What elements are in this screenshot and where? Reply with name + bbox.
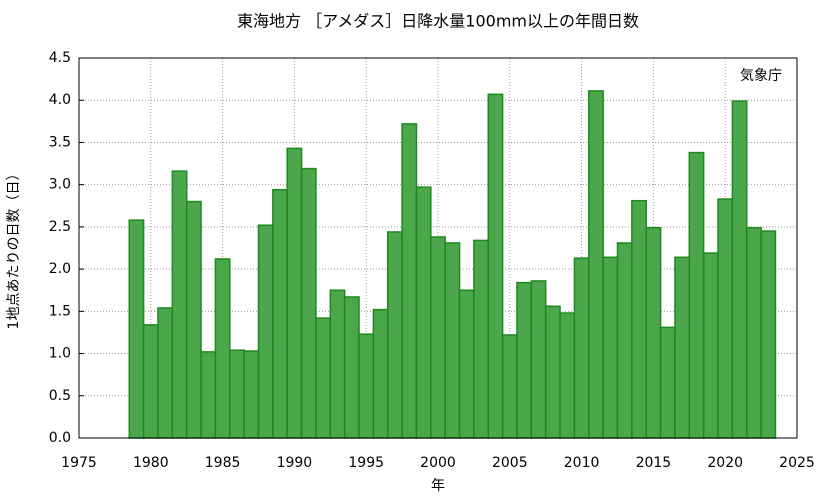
- bar: [214, 258, 231, 439]
- y-tick-label: 2.0: [49, 261, 71, 277]
- y-tick-label: 0.5: [49, 388, 71, 404]
- bar: [688, 151, 705, 439]
- bar: [128, 219, 145, 439]
- bar: [386, 231, 403, 439]
- bar: [631, 199, 647, 439]
- y-tick-label: 1.5: [49, 303, 71, 319]
- bar: [142, 324, 159, 439]
- bar: [544, 305, 561, 439]
- bar: [745, 226, 762, 439]
- bar: [243, 350, 260, 439]
- x-tick-label: 2000: [420, 455, 456, 471]
- bar: [444, 242, 461, 439]
- bar: [286, 147, 303, 439]
- bar: [185, 200, 202, 439]
- y-tick-label: 4.0: [49, 92, 71, 108]
- bar: [674, 256, 691, 439]
- x-tick-label: 1995: [348, 455, 384, 471]
- x-tick-label: 2025: [779, 455, 815, 471]
- y-tick-label: 4.5: [49, 50, 71, 66]
- bar: [257, 224, 274, 439]
- bar: [717, 198, 734, 439]
- bar: [602, 256, 619, 439]
- x-tick-label: 2010: [564, 455, 600, 471]
- bar: [645, 226, 662, 439]
- bar: [487, 93, 504, 439]
- bar: [616, 242, 633, 439]
- y-tick-label: 0.0: [49, 430, 71, 446]
- x-tick-label: 2015: [636, 455, 672, 471]
- bar: [200, 351, 217, 439]
- y-tick-label: 3.5: [49, 134, 71, 150]
- bar: [329, 289, 346, 439]
- bar: [473, 239, 490, 439]
- bar: [157, 307, 174, 439]
- x-tick-label: 1975: [61, 455, 97, 471]
- bar: [315, 317, 332, 439]
- chart-title: 東海地方 ［アメダス］日降水量100mm以上の年間日数: [237, 12, 639, 31]
- bar: [659, 326, 676, 439]
- bar: [702, 252, 719, 439]
- y-tick-label: 3.0: [49, 177, 71, 193]
- x-tick-label: 2020: [707, 455, 743, 471]
- bar: [415, 186, 432, 439]
- bar: [343, 296, 360, 439]
- bar: [300, 167, 317, 439]
- bar: [458, 289, 475, 439]
- bar: [501, 334, 518, 439]
- bar: [272, 188, 288, 439]
- bar: [731, 100, 748, 439]
- x-tick-label: 1985: [205, 455, 241, 471]
- bar: [760, 230, 777, 439]
- bar: [229, 349, 245, 439]
- y-tick-label: 1.0: [49, 346, 71, 362]
- bar: [588, 90, 604, 439]
- bar: [430, 236, 446, 439]
- bar: [573, 257, 590, 439]
- x-tick-label: 2005: [492, 455, 528, 471]
- bar: [516, 281, 533, 439]
- bar: [559, 312, 576, 439]
- plot-frame: [78, 57, 798, 439]
- y-tick-label: 2.5: [49, 219, 71, 235]
- annotation: 気象庁: [740, 68, 782, 84]
- bar: [171, 170, 188, 439]
- x-tick-label: 1980: [133, 455, 169, 471]
- bar: [530, 280, 547, 439]
- x-tick-label: 1990: [277, 455, 313, 471]
- y-axis-label: 1地点あたりの日数（日）: [6, 167, 22, 330]
- bar: [372, 308, 389, 439]
- bar: [401, 123, 418, 439]
- x-axis-label: 年: [431, 478, 445, 494]
- bar: [358, 333, 375, 439]
